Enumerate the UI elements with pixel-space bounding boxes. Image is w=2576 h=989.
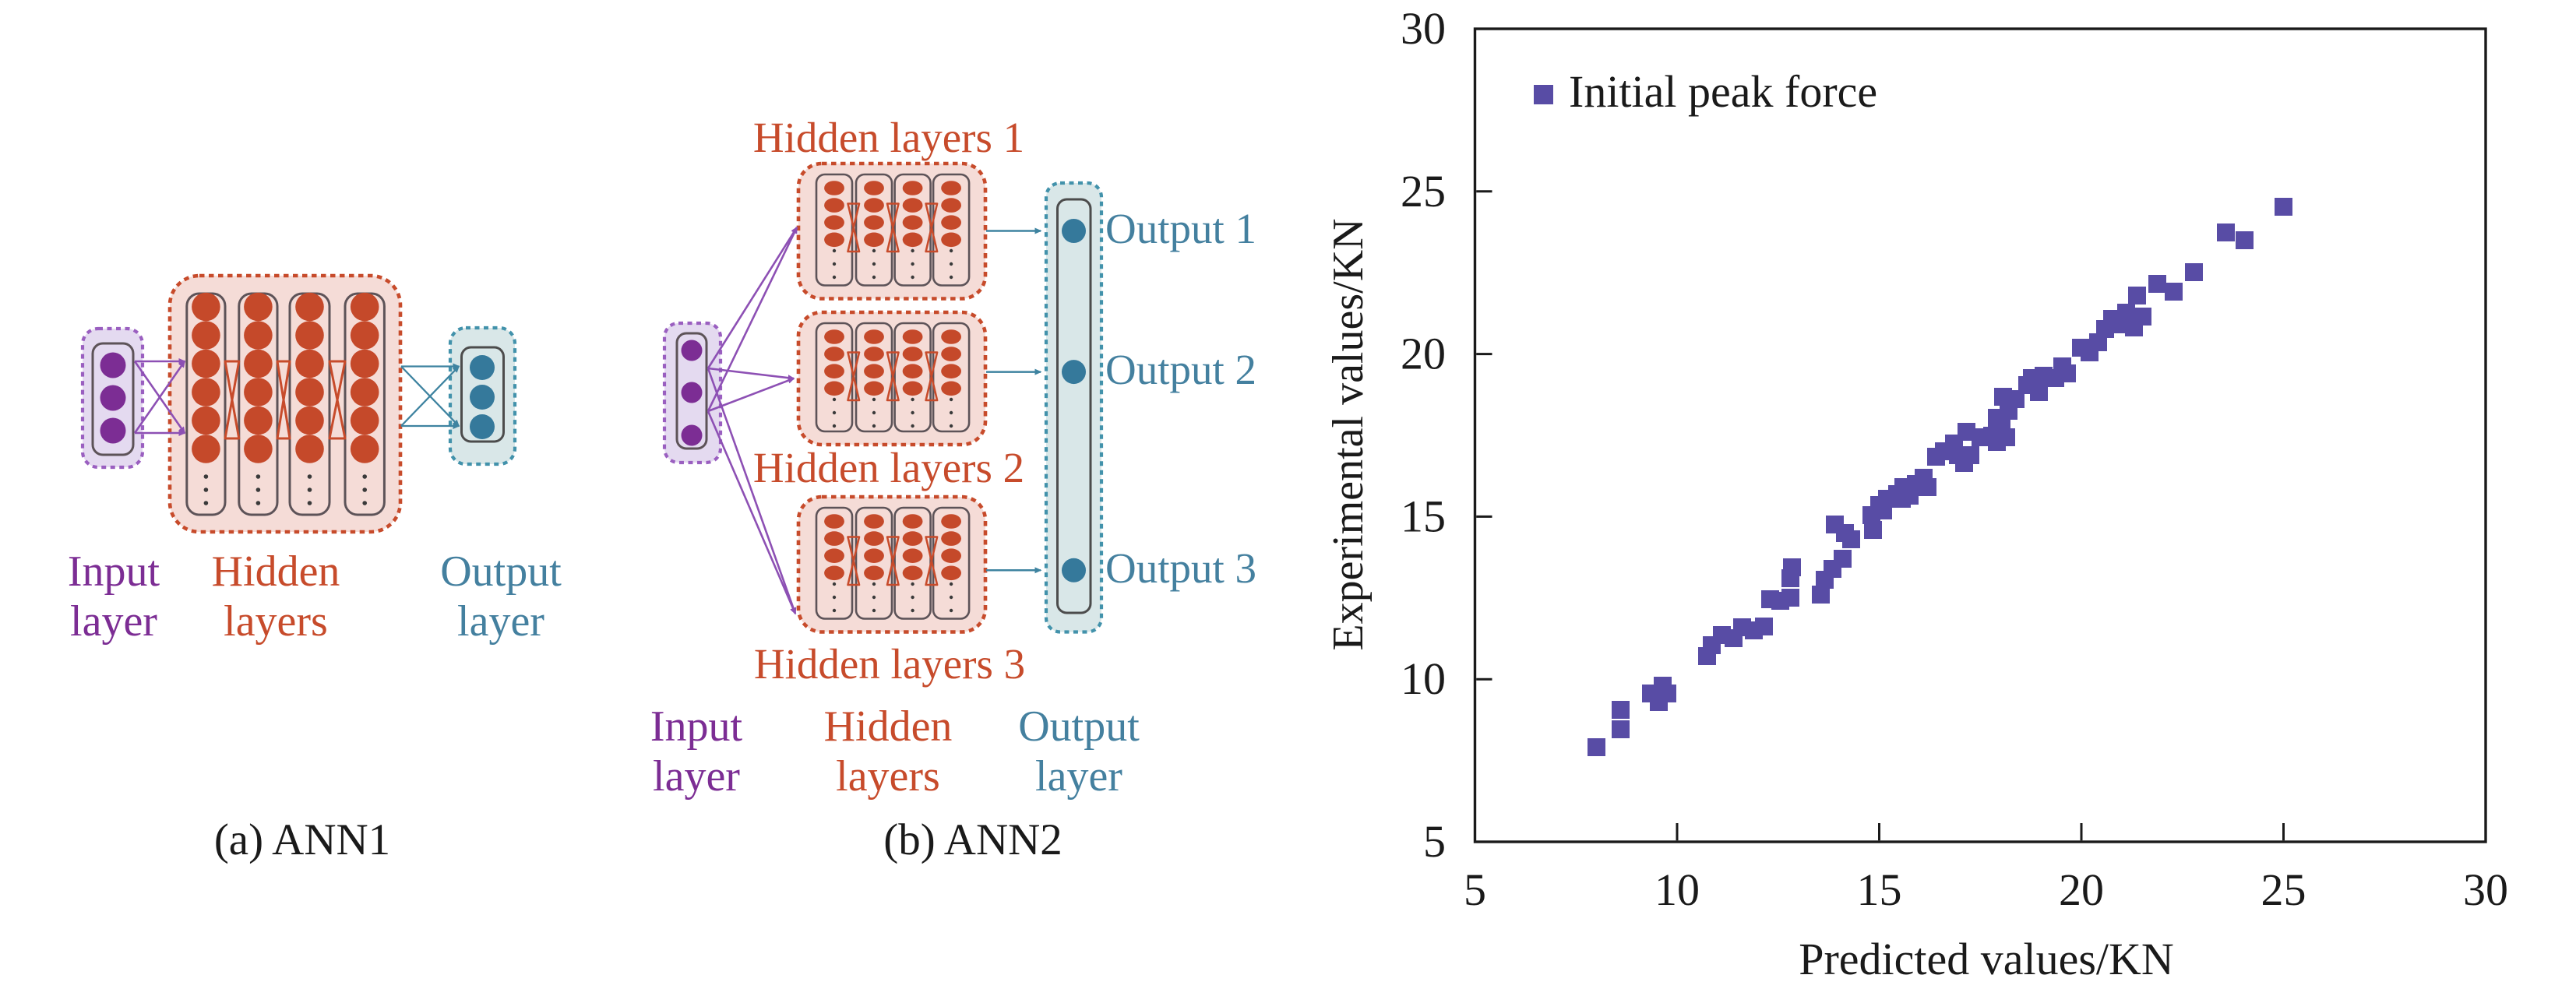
svg-text:20: 20 — [2059, 864, 2104, 915]
svg-text:10: 10 — [1654, 864, 1700, 915]
svg-text:Predicted values/KN: Predicted values/KN — [1799, 934, 2174, 984]
svg-text:layers: layers — [224, 597, 328, 646]
svg-text:(a) ANN1: (a) ANN1 — [214, 815, 390, 864]
svg-text:Initial peak force: Initial peak force — [1569, 66, 1877, 117]
svg-text:layer: layer — [653, 752, 740, 801]
svg-text:25: 25 — [1401, 166, 1446, 216]
svg-text:30: 30 — [2463, 864, 2508, 915]
svg-text:Output: Output — [440, 547, 562, 596]
svg-text:Input: Input — [68, 547, 160, 596]
svg-text:10: 10 — [1401, 653, 1446, 704]
svg-text:20: 20 — [1401, 329, 1446, 379]
svg-text:layers: layers — [836, 752, 940, 801]
svg-text:Output: Output — [1018, 702, 1140, 751]
svg-text:Experimental values/KN: Experimental values/KN — [1324, 218, 1373, 650]
svg-text:15: 15 — [1401, 491, 1446, 541]
svg-text:Hidden layers 2: Hidden layers 2 — [753, 444, 1024, 491]
svg-text:Hidden layers 3: Hidden layers 3 — [754, 640, 1025, 688]
svg-text:layer: layer — [457, 597, 544, 646]
svg-text:layer: layer — [70, 597, 157, 646]
svg-text:30: 30 — [1401, 3, 1446, 54]
svg-text:Hidden: Hidden — [824, 702, 953, 751]
svg-text:25: 25 — [2261, 864, 2306, 915]
svg-text:Input: Input — [650, 702, 743, 751]
svg-text:Output 3: Output 3 — [1105, 544, 1256, 592]
svg-text:Hidden: Hidden — [212, 547, 340, 596]
svg-text:layer: layer — [1035, 752, 1122, 801]
svg-text:15: 15 — [1857, 864, 1902, 915]
svg-text:Hidden layers 1: Hidden layers 1 — [753, 114, 1024, 161]
svg-text:5: 5 — [1464, 864, 1486, 915]
svg-text:Output 2: Output 2 — [1105, 346, 1256, 393]
svg-text:Output 1: Output 1 — [1105, 205, 1256, 252]
svg-text:5: 5 — [1423, 816, 1446, 867]
svg-text:(b) ANN2: (b) ANN2 — [883, 815, 1062, 864]
